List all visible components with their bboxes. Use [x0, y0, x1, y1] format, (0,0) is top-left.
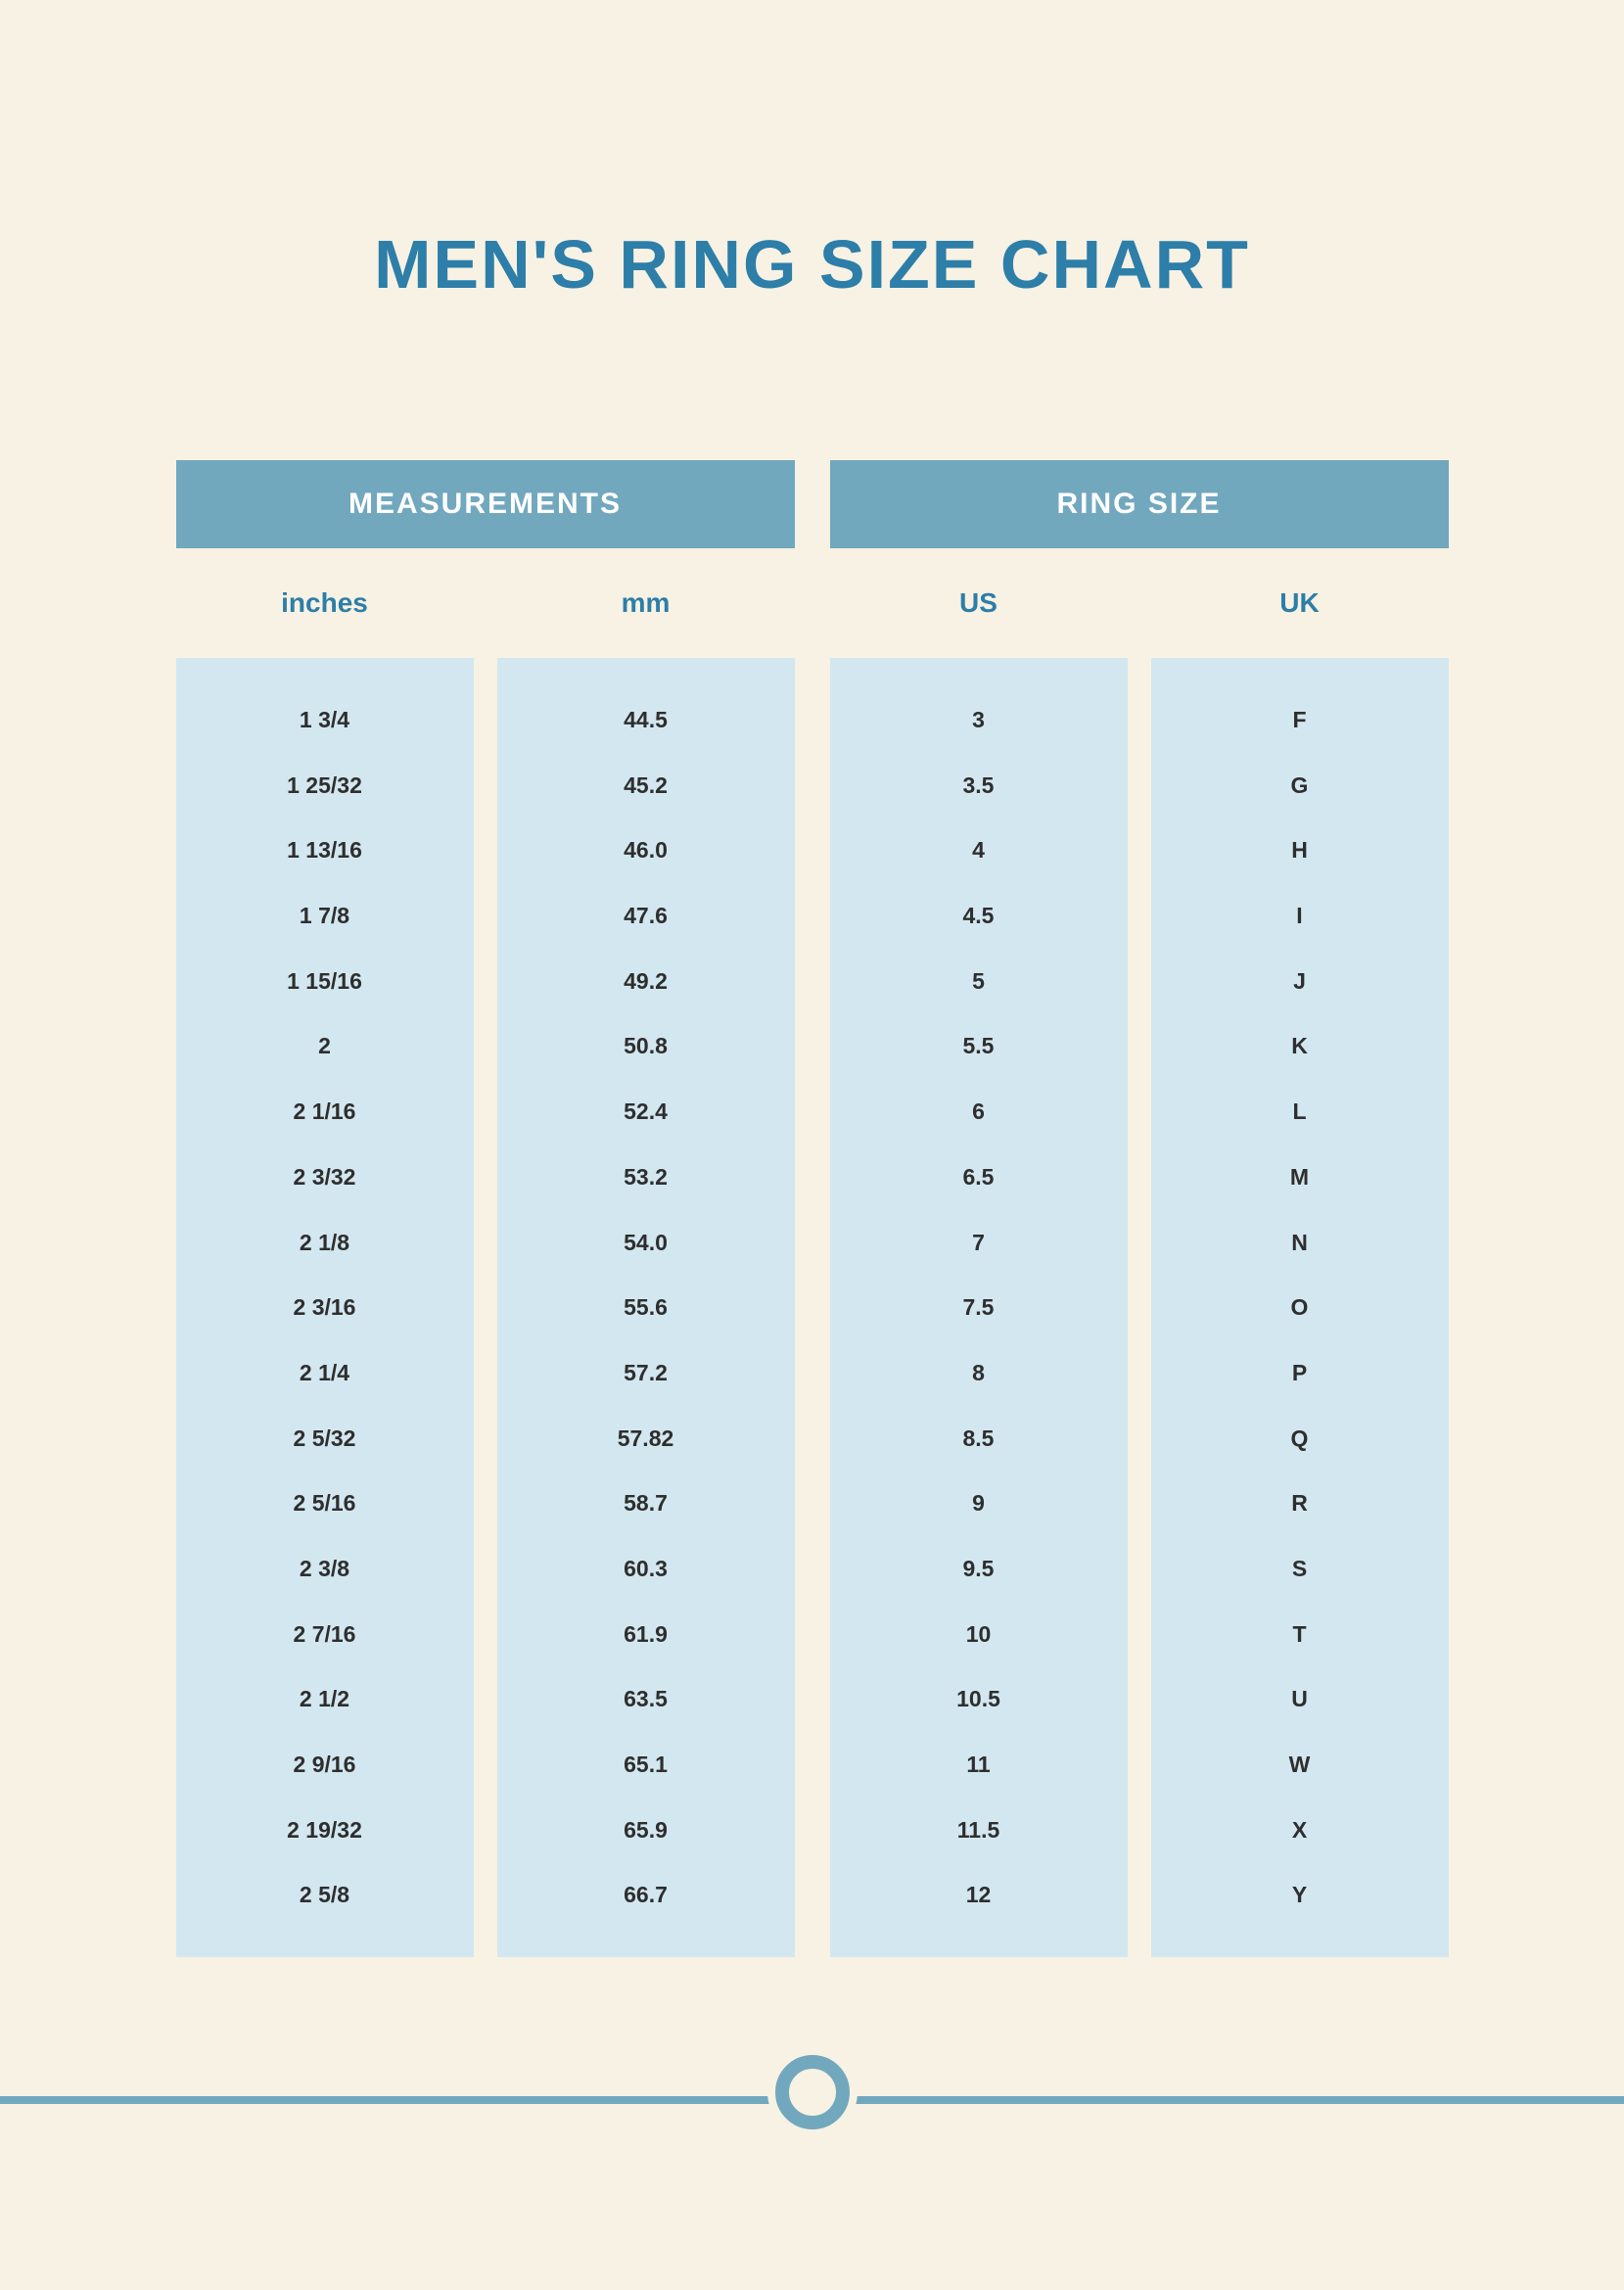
table-cell: 4	[830, 818, 1128, 883]
table-cell: 1 15/16	[176, 949, 474, 1014]
subheader-uk: UK	[1151, 587, 1449, 619]
table-cell: F	[1151, 687, 1449, 753]
table-cell: 2 5/32	[176, 1406, 474, 1472]
data-group-ringsize: 33.544.555.566.577.588.599.51010.51111.5…	[830, 658, 1449, 1957]
table-cell: 5	[830, 949, 1128, 1014]
data-col-us: 33.544.555.566.577.588.599.51010.51111.5…	[830, 658, 1128, 1957]
table-cell: T	[1151, 1602, 1449, 1667]
table-cell: 50.8	[497, 1013, 795, 1079]
table-cell: 2 7/16	[176, 1602, 474, 1667]
table-cell: 55.6	[497, 1275, 795, 1340]
table-cell: 2 1/2	[176, 1666, 474, 1732]
page-title: MEN'S RING SIZE CHART	[0, 0, 1624, 460]
table-cell: 3.5	[830, 753, 1128, 818]
table-cell: 58.7	[497, 1471, 795, 1536]
table-cell: 44.5	[497, 687, 795, 753]
table-cell: 2 19/32	[176, 1798, 474, 1863]
chart-container: MEASUREMENTS RING SIZE inches mm US UK 1…	[176, 460, 1449, 1957]
data-col-mm: 44.545.246.047.649.250.852.453.254.055.6…	[497, 658, 795, 1957]
table-cell: Q	[1151, 1406, 1449, 1472]
table-cell: 4.5	[830, 883, 1128, 949]
table-cell: 2 3/16	[176, 1275, 474, 1340]
table-cell: 3	[830, 687, 1128, 753]
table-cell: 52.4	[497, 1079, 795, 1145]
table-cell: 11	[830, 1732, 1128, 1798]
header-ring-size: RING SIZE	[830, 460, 1449, 548]
table-cell: 1 13/16	[176, 818, 474, 883]
subheader-group-measurements: inches mm	[176, 587, 795, 619]
table-cell: 53.2	[497, 1145, 795, 1210]
subheader-mm: mm	[497, 587, 795, 619]
table-cell: Y	[1151, 1862, 1449, 1928]
table-cell: 2 9/16	[176, 1732, 474, 1798]
table-cell: 60.3	[497, 1536, 795, 1602]
table-cell: 1 25/32	[176, 753, 474, 818]
table-cell: N	[1151, 1210, 1449, 1276]
table-cell: 54.0	[497, 1210, 795, 1276]
table-cell: 46.0	[497, 818, 795, 883]
table-cell: M	[1151, 1145, 1449, 1210]
table-cell: 9	[830, 1471, 1128, 1536]
table-cell: 2 5/8	[176, 1862, 474, 1928]
subheader-inches: inches	[176, 587, 474, 619]
table-cell: R	[1151, 1471, 1449, 1536]
table-cell: K	[1151, 1013, 1449, 1079]
table-cell: W	[1151, 1732, 1449, 1798]
table-cell: 7.5	[830, 1275, 1128, 1340]
table-cell: O	[1151, 1275, 1449, 1340]
table-cell: 45.2	[497, 753, 795, 818]
table-cell: 49.2	[497, 949, 795, 1014]
footer-ring-inner	[775, 2055, 850, 2129]
table-cell: 65.1	[497, 1732, 795, 1798]
data-col-uk: FGHIJKLMNOPQRSTUWXY	[1151, 658, 1449, 1957]
table-cell: 63.5	[497, 1666, 795, 1732]
table-cell: 11.5	[830, 1798, 1128, 1863]
data-row: 1 3/41 25/321 13/161 7/81 15/1622 1/162 …	[176, 658, 1449, 1957]
table-cell: 61.9	[497, 1602, 795, 1667]
table-cell: 2 3/8	[176, 1536, 474, 1602]
table-cell: 57.2	[497, 1340, 795, 1406]
subheader-us: US	[830, 587, 1128, 619]
table-cell: 2 1/8	[176, 1210, 474, 1276]
table-cell: 66.7	[497, 1862, 795, 1928]
data-col-inches: 1 3/41 25/321 13/161 7/81 15/1622 1/162 …	[176, 658, 474, 1957]
table-cell: 9.5	[830, 1536, 1128, 1602]
table-cell: J	[1151, 949, 1449, 1014]
header-row: MEASUREMENTS RING SIZE	[176, 460, 1449, 548]
table-cell: H	[1151, 818, 1449, 883]
table-cell: 6	[830, 1079, 1128, 1145]
table-cell: 5.5	[830, 1013, 1128, 1079]
table-cell: X	[1151, 1798, 1449, 1863]
table-cell: 57.82	[497, 1406, 795, 1472]
table-cell: 7	[830, 1210, 1128, 1276]
table-cell: 65.9	[497, 1798, 795, 1863]
table-cell: I	[1151, 883, 1449, 949]
table-cell: G	[1151, 753, 1449, 818]
table-cell: 2 3/32	[176, 1145, 474, 1210]
table-cell: 8	[830, 1340, 1128, 1406]
table-cell: 1 3/4	[176, 687, 474, 753]
table-cell: 47.6	[497, 883, 795, 949]
table-cell: 10	[830, 1602, 1128, 1667]
table-cell: 1 7/8	[176, 883, 474, 949]
table-cell: U	[1151, 1666, 1449, 1732]
table-cell: 10.5	[830, 1666, 1128, 1732]
table-cell: 2 5/16	[176, 1471, 474, 1536]
subheader-group-ringsize: US UK	[830, 587, 1449, 619]
header-measurements: MEASUREMENTS	[176, 460, 795, 548]
table-cell: 8.5	[830, 1406, 1128, 1472]
footer-ring-icon	[767, 2047, 858, 2137]
table-cell: L	[1151, 1079, 1449, 1145]
table-cell: 2 1/16	[176, 1079, 474, 1145]
table-cell: S	[1151, 1536, 1449, 1602]
subheader-row: inches mm US UK	[176, 587, 1449, 619]
table-cell: 6.5	[830, 1145, 1128, 1210]
table-cell: 2 1/4	[176, 1340, 474, 1406]
data-group-measurements: 1 3/41 25/321 13/161 7/81 15/1622 1/162 …	[176, 658, 795, 1957]
table-cell: P	[1151, 1340, 1449, 1406]
table-cell: 12	[830, 1862, 1128, 1928]
table-cell: 2	[176, 1013, 474, 1079]
